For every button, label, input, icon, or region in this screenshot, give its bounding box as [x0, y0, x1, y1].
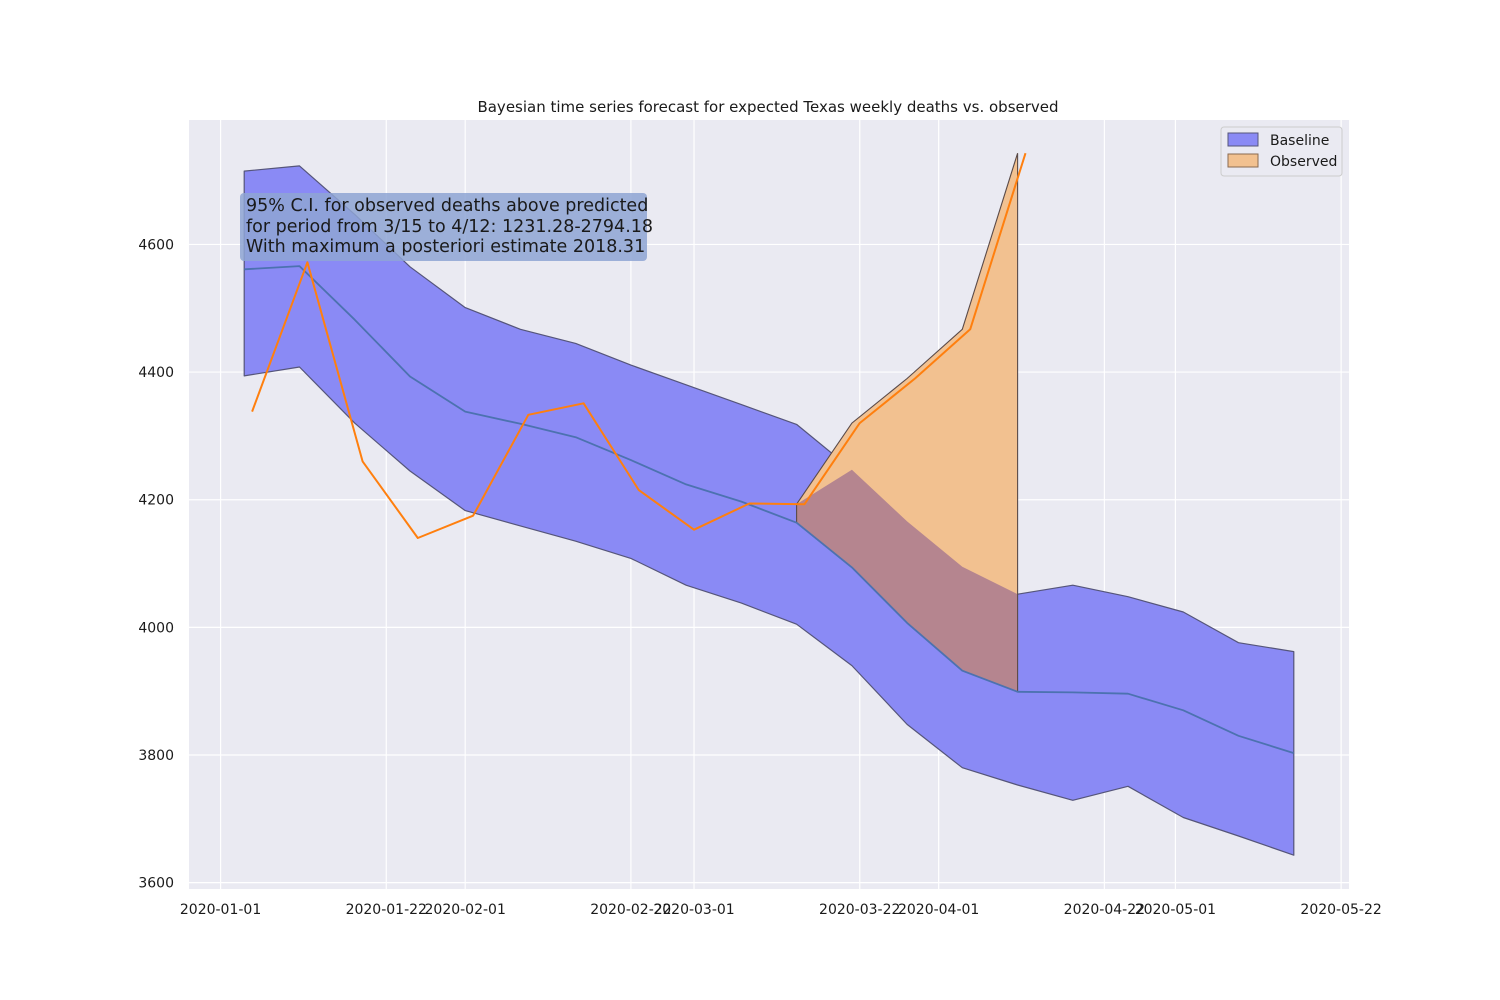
x-tick-label: 2020-05-01 — [1135, 902, 1216, 918]
legend-label-baseline: Baseline — [1270, 133, 1329, 149]
x-tick-label: 2020-01-22 — [346, 902, 427, 918]
legend-label-observed: Observed — [1270, 154, 1337, 170]
x-tick-label: 2020-05-22 — [1300, 902, 1381, 918]
annotation-line-1: 95% C.I. for observed deaths above predi… — [246, 196, 648, 216]
x-tick-label: 2020-04-01 — [898, 902, 979, 918]
y-tick-label: 4000 — [138, 620, 174, 636]
x-tick-label: 2020-04-22 — [1064, 902, 1145, 918]
legend-swatch-observed — [1227, 153, 1259, 168]
y-tick-label: 4600 — [138, 237, 174, 253]
x-tick-label: 2020-02-01 — [425, 902, 506, 918]
y-tick-label: 3600 — [138, 876, 174, 892]
y-tick-label: 4400 — [138, 365, 174, 381]
x-tick-label: 2020-01-01 — [180, 902, 261, 918]
chart-title: Bayesian time series forecast for expect… — [477, 98, 1058, 116]
legend-swatch-baseline — [1227, 132, 1259, 147]
baseline-mean-line — [244, 265, 1295, 754]
annotation-line-2: for period from 3/15 to 4/12: 1231.28-27… — [246, 217, 653, 237]
x-tick-label: 2020-02-22 — [590, 902, 671, 918]
x-tick-label: 2020-03-22 — [819, 902, 900, 918]
x-tick-label: 2020-03-01 — [653, 902, 734, 918]
legend: Baseline Observed — [1220, 126, 1343, 177]
y-tick-label: 4200 — [138, 493, 174, 509]
annotation-background — [240, 193, 647, 261]
annotation-line-3: With maximum a posteriori estimate 2018.… — [246, 237, 645, 257]
baseline-band — [243, 165, 1295, 856]
plot-area — [243, 152, 1295, 856]
observed-band-overlap — [796, 469, 1018, 692]
observed-line — [251, 152, 1027, 539]
y-tick-label: 3800 — [138, 748, 174, 764]
annotation-box: 95% C.I. for observed deaths above predi… — [240, 193, 653, 261]
